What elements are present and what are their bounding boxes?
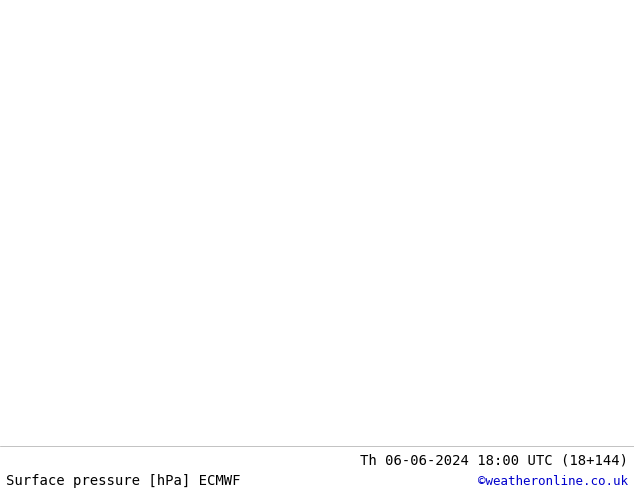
Text: ©weatheronline.co.uk: ©weatheronline.co.uk [477, 474, 628, 488]
Text: Surface pressure [hPa] ECMWF: Surface pressure [hPa] ECMWF [6, 473, 241, 488]
Text: Th 06-06-2024 18:00 UTC (18+144): Th 06-06-2024 18:00 UTC (18+144) [359, 454, 628, 468]
